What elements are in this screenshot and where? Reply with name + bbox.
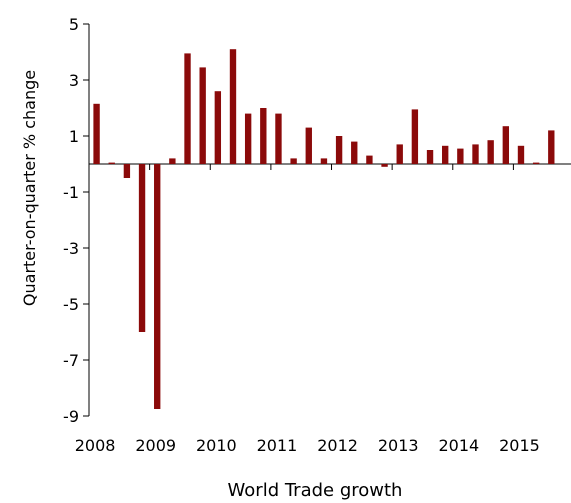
y-tick-label: -1 [63,183,79,202]
bar-2011Q3 [305,127,312,164]
x-tick-label: 2014 [438,436,479,455]
bar-2015Q2 [532,162,540,164]
bar-2011Q1 [275,113,282,164]
bar-2012Q1 [335,136,343,164]
bar-2008Q1 [93,103,100,164]
bar-2014Q2 [472,144,479,164]
x-tick-label: 2010 [196,436,237,455]
bar-2010Q3 [244,113,252,164]
bar-2012Q2 [351,141,358,164]
bar-2012Q3 [366,155,373,164]
bar-2009Q2 [169,158,176,164]
bar-2011Q4 [320,158,328,164]
bar-2013Q4 [442,145,449,164]
y-tick-label: 5 [69,15,79,34]
bar-2013Q1 [396,144,403,164]
bar-2009Q3 [184,53,191,164]
bar-2015Q1 [517,145,525,164]
y-tick-label: 1 [69,127,79,146]
bar-2008Q3 [123,164,131,178]
bar-2013Q3 [426,150,434,164]
bar-2009Q4 [199,67,206,164]
x-tick-label: 2013 [378,436,419,455]
bar-2015Q3 [548,130,555,164]
bar-2014Q4 [502,126,510,164]
x-tick-label: 2012 [317,436,358,455]
bar-2014Q3 [487,140,494,164]
bar-2008Q2 [108,162,115,164]
bar-2010Q1 [214,91,222,164]
y-tick-label: -7 [63,351,79,370]
bar-2010Q4 [260,108,267,164]
x-tick-label: 2009 [135,436,176,455]
x-axis-title: World Trade growth [228,480,403,501]
bar-2012Q4 [381,164,388,167]
y-tick-label: -9 [63,407,79,426]
y-tick-label: 3 [69,71,79,90]
bar-2009Q1 [154,164,161,409]
y-tick-label: -3 [63,239,79,258]
bar-2011Q2 [290,158,297,164]
bar-2013Q2 [411,109,419,164]
bar-2008Q4 [138,164,146,332]
y-tick-label: -5 [63,295,79,314]
bar-2010Q2 [229,49,237,165]
bar-2014Q1 [457,148,464,164]
y-axis-title: Quarter-on-quarter % change [20,70,39,306]
x-tick-label: 2015 [499,436,540,455]
x-tick-label: 2011 [257,436,298,455]
x-tick-label: 2008 [75,436,116,455]
plot-area: 5 3 1 -1 -3 -5 -7 -9 2008 2009 2010 2011 2012 2013 201… [63,15,571,455]
